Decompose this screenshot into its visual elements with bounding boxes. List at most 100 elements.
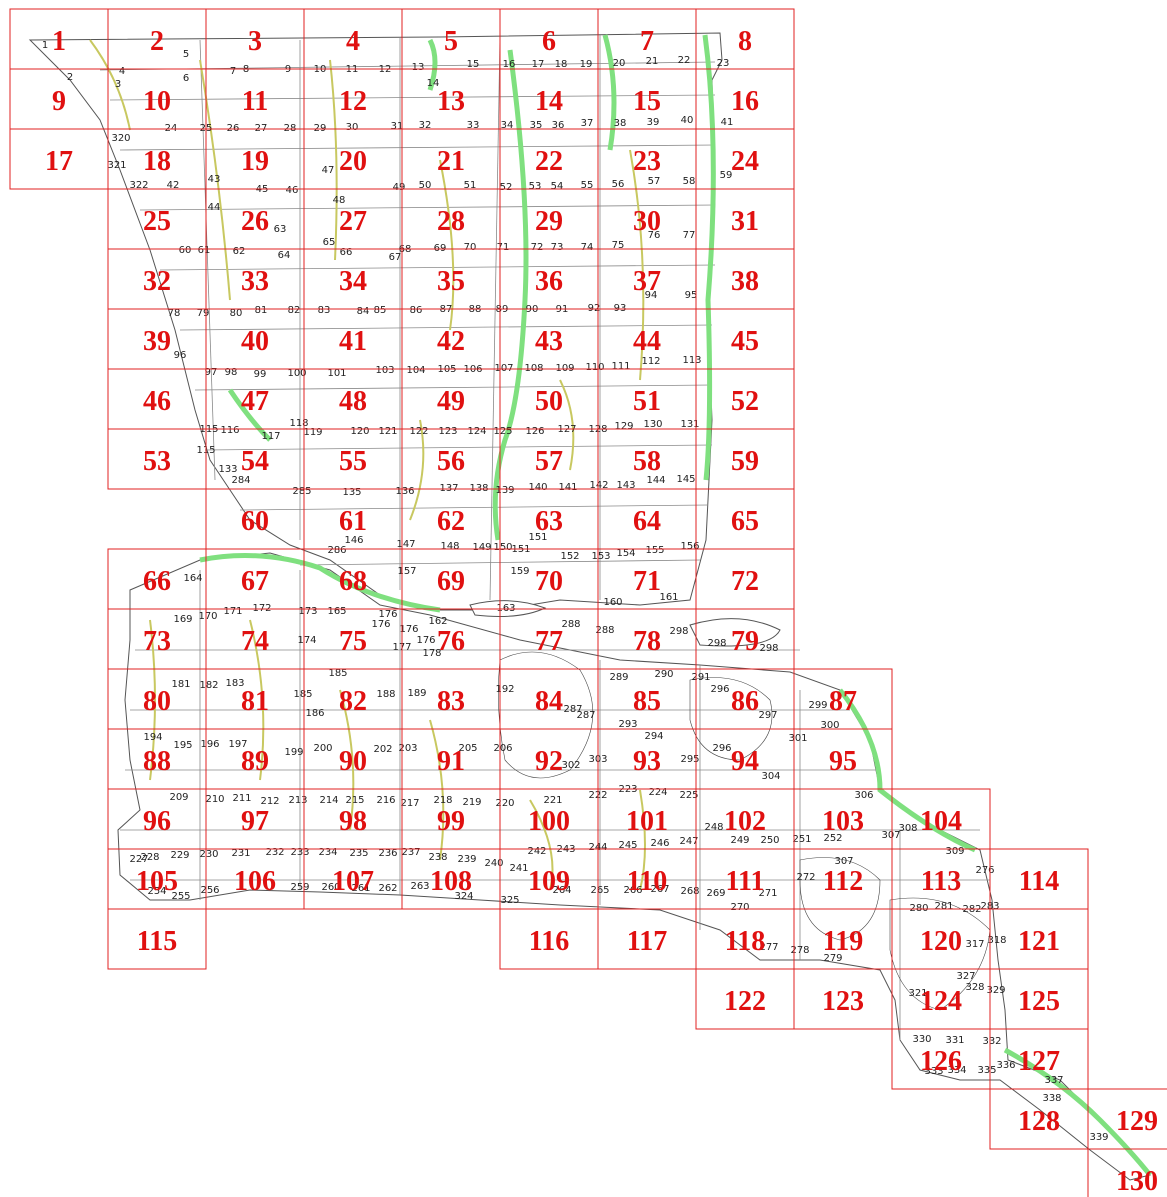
parcel-number: 261 <box>351 883 370 894</box>
parcel-number: 100 <box>287 368 306 379</box>
map-tile-75[interactable]: 75 <box>303 608 403 670</box>
map-tile-17[interactable]: 17 <box>9 128 109 190</box>
parcel-number: 55 <box>581 180 594 191</box>
parcel-number: 270 <box>730 902 749 913</box>
map-tile-21[interactable]: 21 <box>401 128 501 190</box>
parcel-number: 297 <box>758 710 777 721</box>
parcel-number: 4 <box>119 66 125 77</box>
map-tile-number: 112 <box>823 866 863 897</box>
map-tile-83[interactable]: 83 <box>401 668 501 730</box>
map-tile-53[interactable]: 53 <box>107 428 207 490</box>
map-tile-126[interactable]: 126 <box>891 1028 991 1090</box>
map-tile-42[interactable]: 42 <box>401 308 501 370</box>
map-tile-number: 79 <box>731 626 759 657</box>
map-tile-98[interactable]: 98 <box>303 788 403 850</box>
map-tile-106[interactable]: 106 <box>205 848 305 910</box>
map-tile-38[interactable]: 38 <box>695 248 795 310</box>
map-tile-frame[interactable] <box>107 908 207 970</box>
map-tile-46[interactable]: 46 <box>107 368 207 430</box>
map-tile-37[interactable]: 37 <box>597 248 697 310</box>
parcel-number: 164 <box>183 573 202 584</box>
map-tile-number: 96 <box>143 806 171 837</box>
map-tile-number: 127 <box>1018 1046 1060 1077</box>
parcel-number: 247 <box>679 836 698 847</box>
parcel-number: 64 <box>278 250 291 261</box>
map-tile-85[interactable]: 85 <box>597 668 697 730</box>
map-tile-121[interactable]: 121 <box>989 908 1089 970</box>
map-tile-116[interactable]: 116 <box>499 908 599 970</box>
map-tile-57[interactable]: 57 <box>499 428 599 490</box>
map-tile-number: 81 <box>241 686 269 717</box>
map-tile-number: 97 <box>241 806 269 837</box>
parcel-number: 98 <box>225 367 238 378</box>
map-tile-45[interactable]: 45 <box>695 308 795 370</box>
parcel-number: 116 <box>220 425 239 436</box>
parcel-number: 13 <box>412 62 425 73</box>
map-tile-123[interactable]: 123 <box>793 968 893 1030</box>
parcel-number: 318 <box>987 935 1006 946</box>
map-tile-80[interactable]: 80 <box>107 668 207 730</box>
map-tile-number: 74 <box>241 626 269 657</box>
map-tile-117[interactable]: 117 <box>597 908 697 970</box>
parcel-number: 215 <box>345 795 364 806</box>
parcel-number: 317 <box>965 939 984 950</box>
parcel-number: 186 <box>305 708 324 719</box>
parcel-number: 51 <box>464 180 477 191</box>
map-tile-number: 48 <box>339 386 367 417</box>
map-tile-number: 91 <box>437 746 465 777</box>
map-tile-128[interactable]: 128 <box>989 1088 1089 1150</box>
map-tile-25[interactable]: 25 <box>107 188 207 250</box>
map-tile-115[interactable]: 115 <box>107 908 207 970</box>
map-tile-31[interactable]: 31 <box>695 188 795 250</box>
map-tile-28[interactable]: 28 <box>401 188 501 250</box>
map-tile-12[interactable]: 12 <box>303 68 403 130</box>
parcel-number: 156 <box>680 541 699 552</box>
map-tile-114[interactable]: 114 <box>989 848 1089 910</box>
road-lines <box>99 35 990 1040</box>
map-tile-113[interactable]: 113 <box>891 848 991 910</box>
parcel-number: 117 <box>261 431 280 442</box>
map-tile-97[interactable]: 97 <box>205 788 305 850</box>
map-tile-59[interactable]: 59 <box>695 428 795 490</box>
map-tile-number: 5 <box>444 26 458 57</box>
map-tile-number: 2 <box>150 26 164 57</box>
map-tile-108[interactable]: 108 <box>401 848 501 910</box>
map-tile-number: 17 <box>45 146 73 177</box>
map-tile-22[interactable]: 22 <box>499 128 599 190</box>
map-tile-107[interactable]: 107 <box>303 848 403 910</box>
map-tile-number: 47 <box>241 386 269 417</box>
map-tile-43[interactable]: 43 <box>499 308 599 370</box>
map-tile-99[interactable]: 99 <box>401 788 501 850</box>
map-tile-112[interactable]: 112 <box>793 848 893 910</box>
parcel-number: 266 <box>623 885 642 896</box>
map-tile-27[interactable]: 27 <box>303 188 403 250</box>
map-tile-69[interactable]: 69 <box>401 548 501 610</box>
parcel-number: 162 <box>428 616 447 627</box>
map-tile-122[interactable]: 122 <box>695 968 795 1030</box>
map-tile-109[interactable]: 109 <box>499 848 599 910</box>
parcel-number: 209 <box>169 792 188 803</box>
parcel-number: 277 <box>759 942 778 953</box>
map-tile-95[interactable]: 95 <box>793 728 893 790</box>
parcel-number: 49 <box>393 182 406 193</box>
map-tile-130[interactable]: 130 <box>1087 1148 1167 1197</box>
parcel-number: 44 <box>208 202 221 213</box>
map-tile-102[interactable]: 102 <box>695 788 795 850</box>
map-tile-30[interactable]: 30 <box>597 188 697 250</box>
map-tile-number: 42 <box>437 326 465 357</box>
map-tile-79[interactable]: 79 <box>695 608 795 670</box>
parcel-number: 61 <box>198 245 211 256</box>
map-tile-frame[interactable] <box>1087 1148 1167 1197</box>
map-tile-125[interactable]: 125 <box>989 968 1089 1030</box>
map-tile-65[interactable]: 65 <box>695 488 795 550</box>
map-tile-110[interactable]: 110 <box>597 848 697 910</box>
map-tile-34[interactable]: 34 <box>303 248 403 310</box>
map-tile-number: 41 <box>339 326 367 357</box>
map-tile-number: 58 <box>633 446 661 477</box>
map-tile-129[interactable]: 129 <box>1087 1088 1167 1150</box>
map-tile-91[interactable]: 91 <box>401 728 501 790</box>
map-tile-52[interactable]: 52 <box>695 368 795 430</box>
map-tile-72[interactable]: 72 <box>695 548 795 610</box>
map-tile-96[interactable]: 96 <box>107 788 207 850</box>
map-tile-61[interactable]: 61 <box>303 488 403 550</box>
